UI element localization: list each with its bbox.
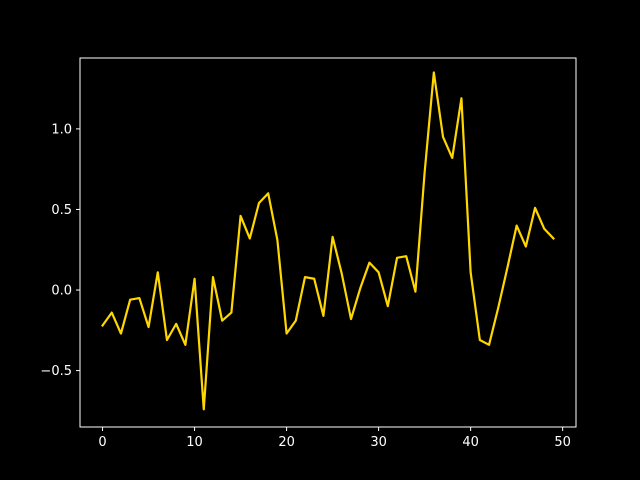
x-tick-label: 50 (554, 435, 571, 450)
y-tick-label: 0.5 (51, 203, 72, 218)
y-tick-label: 0.0 (51, 284, 72, 299)
x-tick-label: 30 (370, 435, 387, 450)
axis-ticks: 0 10 20 30 40 50 −0.5 0.0 0.5 1.0 (40, 122, 571, 450)
plot-area-frame (79, 57, 577, 428)
x-tick-label: 40 (462, 435, 479, 450)
series-line (101, 71, 556, 411)
x-tick-label: 20 (278, 435, 295, 450)
y-tick-label: −0.5 (40, 364, 72, 379)
y-tick-label: 1.0 (51, 122, 72, 137)
x-tick-label: 10 (186, 435, 203, 450)
x-tick-label: 0 (98, 435, 106, 450)
